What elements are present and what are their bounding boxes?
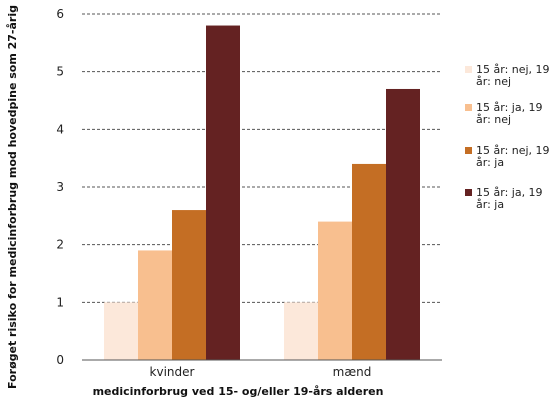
legend-label: 15 år: ja, 19 år: nej: [476, 101, 543, 126]
y-axis-title: Forøget risiko for medicinforbrug mod ho…: [6, 5, 19, 389]
y-tick-label: 3: [56, 180, 64, 194]
y-tick-label: 5: [56, 65, 64, 79]
y-tick-label: 0: [56, 353, 64, 367]
y-axis-ticks: 0 1 2 3 4 5 6: [56, 7, 64, 367]
legend-label: 15 år: nej, 19 år: ja: [476, 144, 550, 169]
x-category-label: kvinder: [150, 365, 195, 379]
legend-swatch: [465, 66, 472, 73]
x-category-label: mænd: [333, 365, 372, 379]
bar: [352, 163, 386, 360]
y-tick-label: 4: [56, 122, 64, 136]
bars: [104, 25, 420, 361]
legend-swatch: [465, 189, 472, 196]
bar: [284, 302, 318, 360]
bar: [386, 88, 420, 360]
bar: [172, 210, 206, 360]
y-tick-label: 2: [56, 238, 64, 252]
legend-label: 15 år: nej, 19 år: nej: [476, 63, 550, 88]
legend-swatch: [465, 147, 472, 154]
legend-label: 15 år: ja, 19 år: ja: [476, 186, 543, 211]
legend-swatch: [465, 104, 472, 111]
y-tick-label: 6: [56, 7, 64, 21]
bar: [206, 25, 240, 361]
legend: 15 år: nej, 19 år: nej 15 år: ja, 19 år: ne…: [465, 63, 550, 211]
y-tick-label: 1: [56, 295, 64, 309]
bar: [318, 221, 352, 360]
x-axis-categories: kvinder mænd: [150, 365, 372, 379]
bar: [138, 250, 172, 360]
x-axis-title: medicinforbrug ved 15- og/eller 19-års a…: [93, 385, 384, 398]
bar: [104, 302, 138, 360]
